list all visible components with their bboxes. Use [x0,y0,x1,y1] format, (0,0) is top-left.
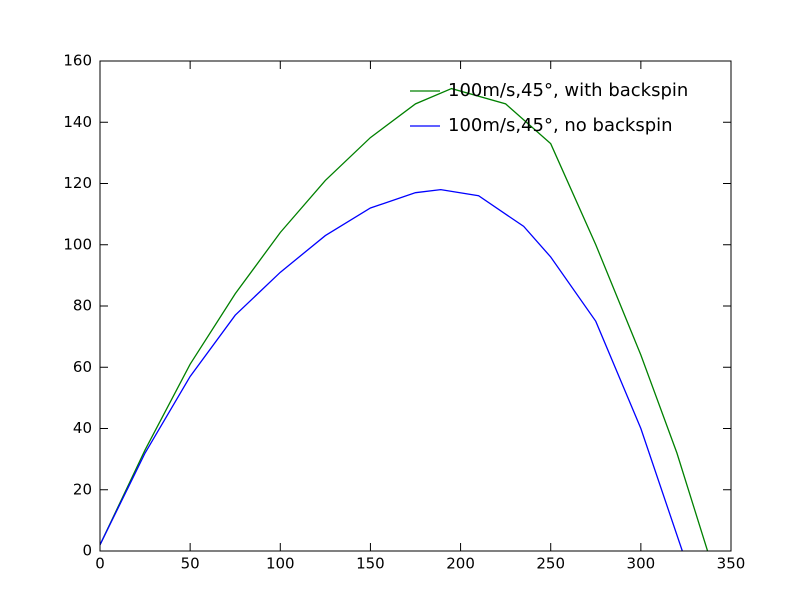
x-tick-label: 150 [356,555,385,573]
x-tick-label: 50 [181,555,200,573]
y-tick-label: 100 [63,235,92,253]
x-tick-label: 100 [266,555,295,573]
x-tick-label: 250 [536,555,565,573]
line [100,188,683,551]
legend-label: 100m/s,45°, no backspin [448,115,673,136]
x-tick-label: 200 [446,555,475,573]
y-tick-label: 0 [82,542,92,560]
y-tick-label: 160 [63,52,92,70]
y-tick-label: 20 [73,480,92,498]
x-tick-label: 300 [627,555,656,573]
y-tick-label: 120 [63,174,92,192]
line [100,87,709,551]
x-tick-label: 350 [717,555,746,573]
y-tick-label: 140 [63,113,92,131]
legend-label: 100m/s,45°, with backspin [448,80,688,101]
y-tick-label: 60 [73,358,92,376]
y-tick-label: 80 [73,297,92,315]
x-tick-label: 0 [95,555,105,573]
y-tick-label: 40 [73,419,92,437]
